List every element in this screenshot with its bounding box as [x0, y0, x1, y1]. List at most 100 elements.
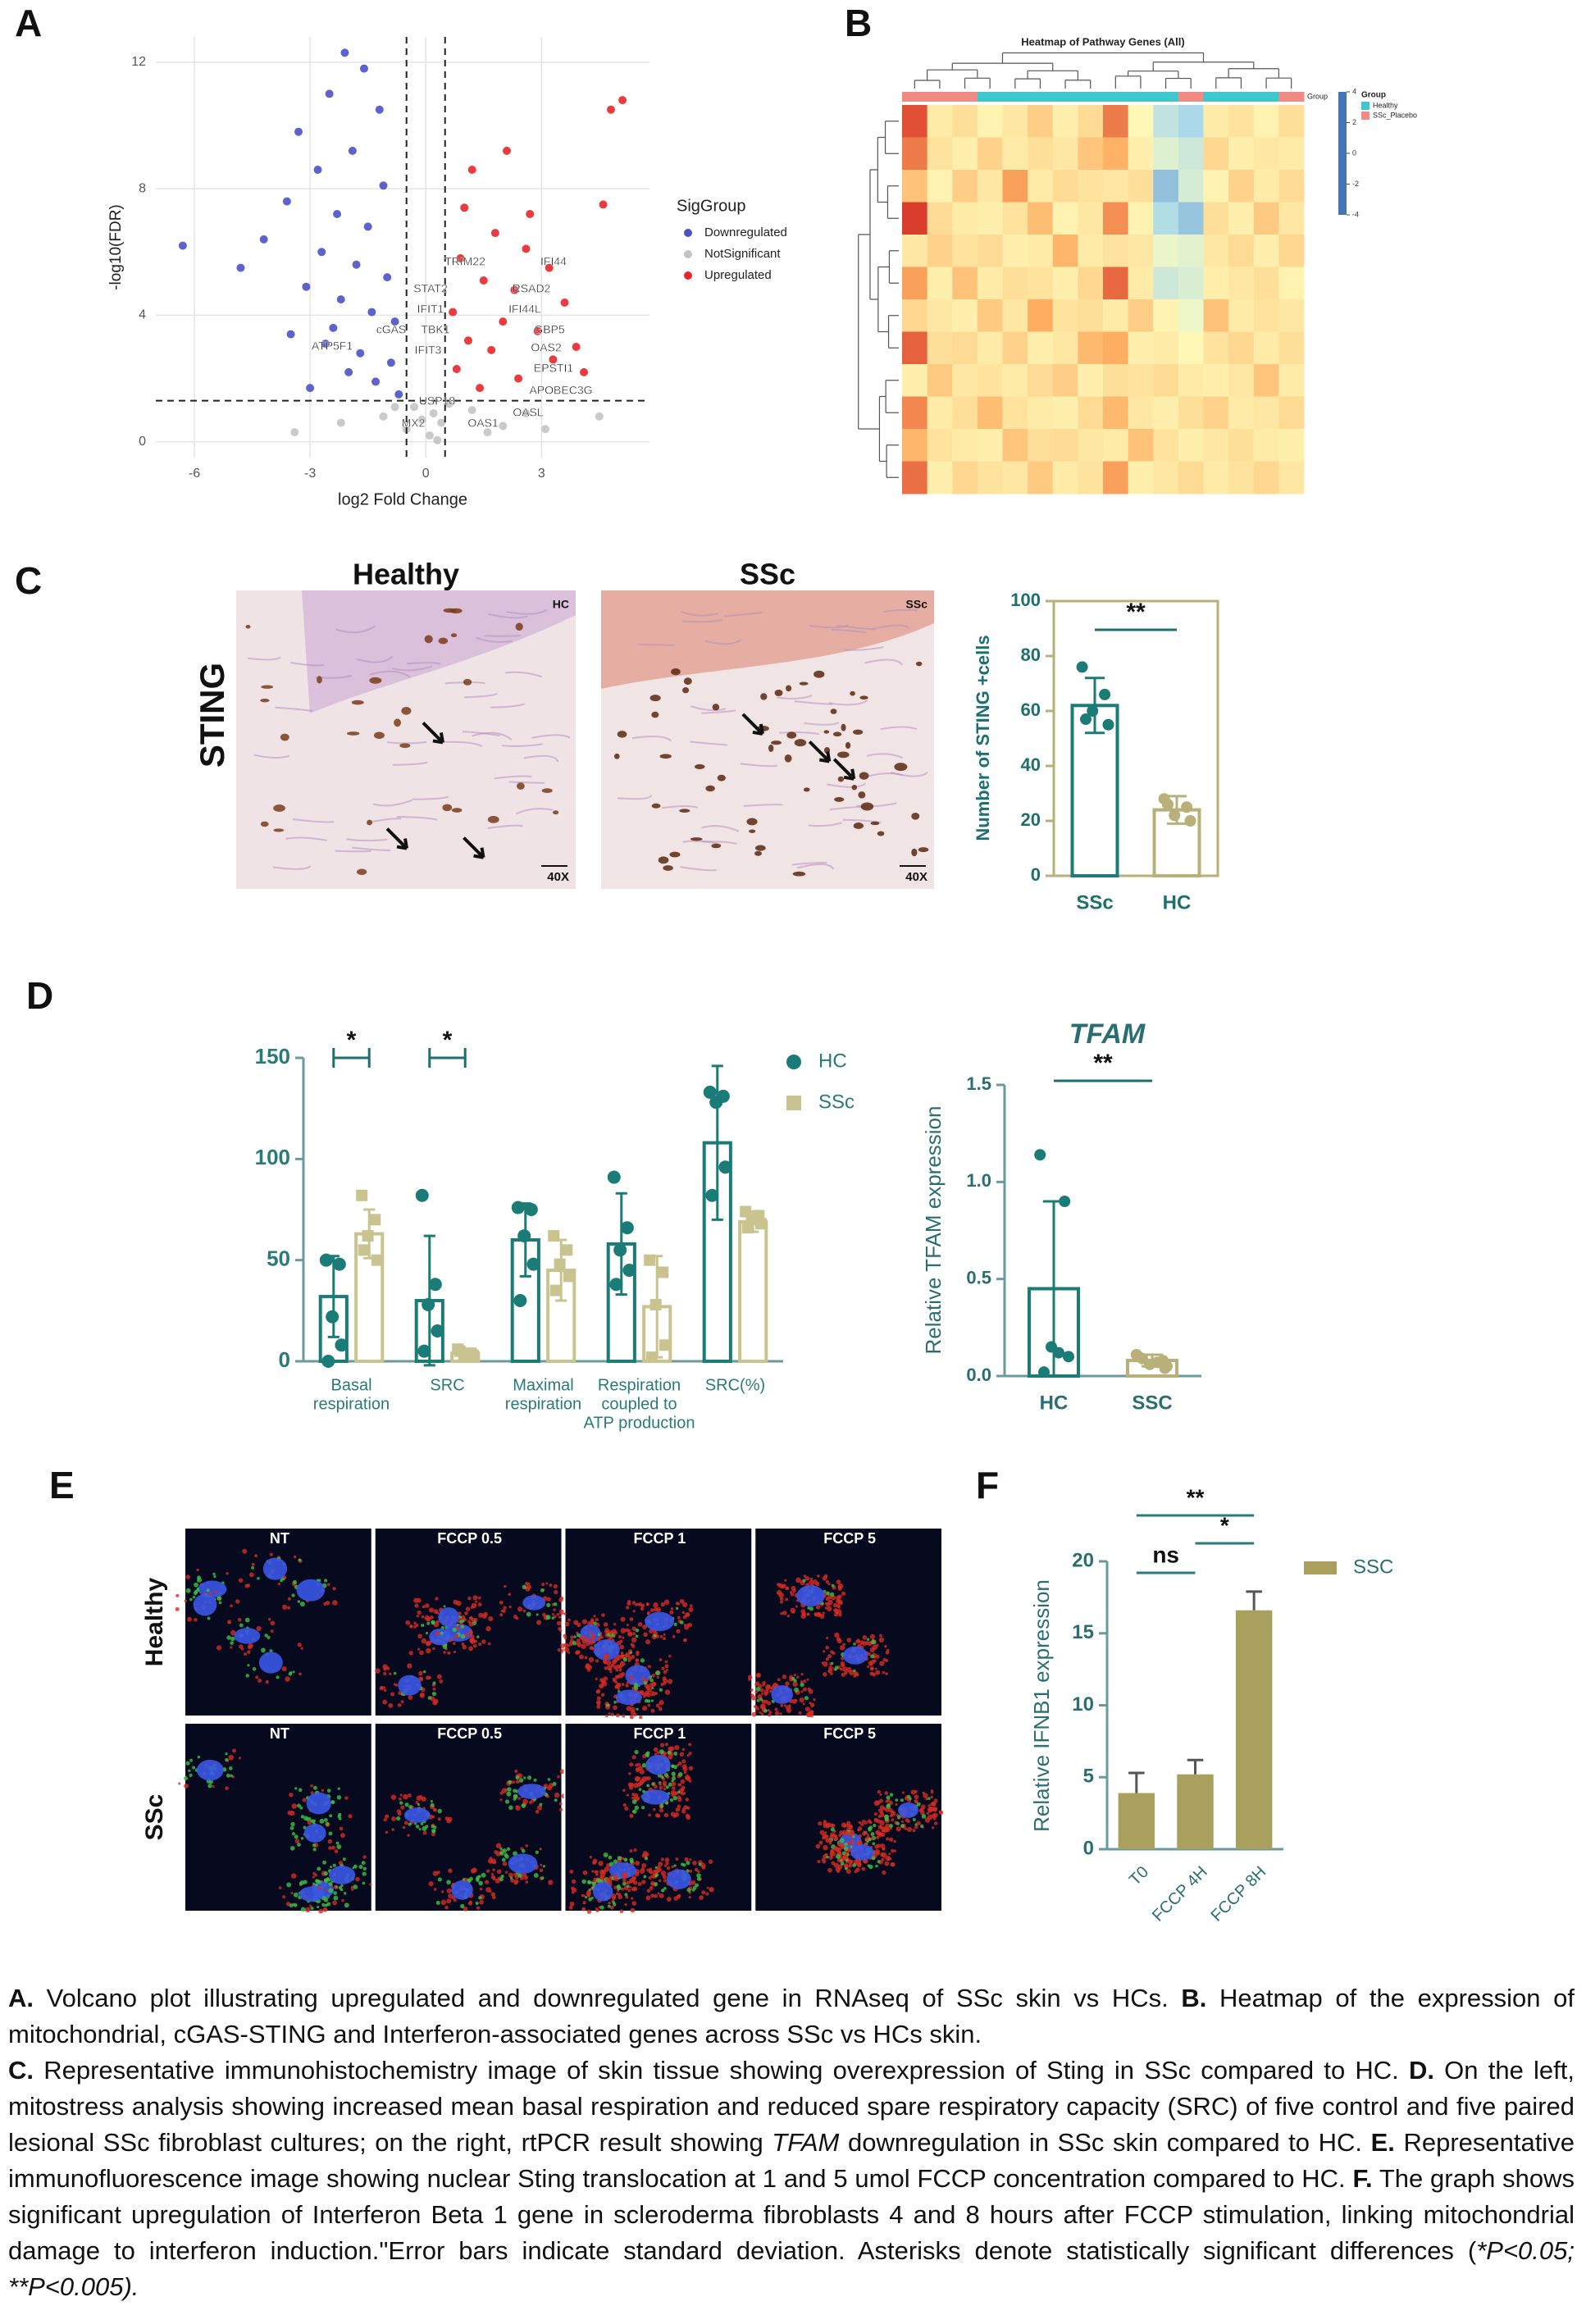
sting-signal [500, 1874, 504, 1879]
gene-label: IFI44L [508, 303, 541, 316]
heatmap-cell [1078, 137, 1104, 171]
mito-signal [558, 1609, 565, 1615]
mito-signal [650, 1708, 655, 1713]
fiber [396, 816, 438, 821]
mito-signal [817, 1574, 820, 1578]
sting-signal [916, 1802, 921, 1807]
heatmap-cell [1028, 429, 1054, 462]
mito-signal [660, 1602, 665, 1607]
mito-signal [622, 1873, 627, 1879]
mito-signal [675, 1857, 679, 1861]
fiber [346, 838, 388, 842]
mito-signal [826, 1636, 829, 1639]
color-tick-label: 4 [1352, 87, 1356, 95]
legend-label: Upregulated [704, 268, 772, 282]
heatmap-cell [1228, 235, 1255, 267]
sting-signal [696, 1876, 701, 1881]
mito-signal [871, 1837, 874, 1840]
heatmap-cell [977, 364, 1003, 397]
mito-signal [667, 1679, 673, 1684]
mito-signal [674, 1811, 679, 1817]
sting-signal [267, 1635, 271, 1639]
data-point [502, 146, 511, 155]
mito-signal [912, 1829, 916, 1833]
mito-signal [845, 1831, 850, 1837]
mito-signal [419, 1650, 424, 1656]
mito-signal [626, 1706, 631, 1711]
mito-signal [629, 1675, 634, 1680]
mito-signal [694, 1867, 699, 1872]
mito-signal [709, 1886, 714, 1893]
y-tick-label: 4 [139, 308, 146, 322]
mito-signal [788, 1704, 791, 1707]
mito-signal [369, 1883, 372, 1886]
x-tick-label: Respiration [598, 1376, 681, 1394]
mito-signal [581, 1619, 588, 1625]
fiber [253, 754, 290, 759]
heatmap-cell [977, 105, 1003, 138]
mito-signal [485, 1887, 491, 1893]
heatmap-cell [1052, 202, 1078, 235]
sting-signal [430, 1800, 433, 1803]
y-tick-label: 1.5 [966, 1073, 991, 1094]
mito-signal [670, 1607, 674, 1611]
mito-signal [446, 1818, 452, 1824]
heatmap-cell [1228, 331, 1255, 365]
mito-signal [417, 1634, 422, 1639]
sting-signal [841, 1851, 846, 1856]
dendrogram [888, 250, 899, 284]
mito-signal [626, 1880, 631, 1885]
data-point [332, 1257, 346, 1271]
mito-signal [680, 1791, 685, 1796]
mito-signal [571, 1879, 577, 1884]
sting-signal [362, 1866, 367, 1871]
mito-signal [558, 1597, 563, 1602]
stained-cell [859, 772, 869, 780]
data-point [422, 1297, 435, 1311]
mito-signal [422, 1605, 426, 1609]
sting-signal [330, 1866, 333, 1869]
data-point [417, 415, 426, 424]
sting-signal [299, 1602, 305, 1606]
mito-signal [669, 1746, 675, 1752]
sting-signal [802, 1579, 806, 1583]
sting-signal [393, 1671, 397, 1675]
mito-signal [928, 1807, 935, 1812]
fiber [292, 818, 335, 823]
fiber [701, 709, 736, 714]
mito-signal [383, 1671, 387, 1675]
mito-signal [515, 1779, 520, 1784]
sting-signal [686, 1888, 691, 1893]
mito-signal [833, 1612, 839, 1617]
mito-signal [571, 1891, 575, 1894]
dendrogram [886, 185, 899, 219]
heatmap-cell [902, 105, 928, 138]
heatmap-cell [1253, 202, 1279, 235]
fiber [412, 795, 449, 800]
heatmap-cell [1103, 429, 1129, 462]
nucleus [645, 1611, 675, 1632]
data-point [437, 418, 446, 427]
sting-signal [533, 1778, 537, 1782]
mito-signal [554, 1792, 560, 1798]
data-point [499, 422, 508, 431]
mito-signal [539, 1848, 542, 1851]
mito-signal [891, 1818, 895, 1822]
mito-signal [184, 1599, 188, 1603]
mito-signal [584, 1636, 588, 1640]
panel-letter: A [15, 2, 42, 44]
data-point [522, 409, 531, 417]
heatmap-cell [1052, 331, 1078, 365]
mito-signal [821, 1661, 824, 1665]
fiber [740, 763, 778, 768]
sting-signal [324, 1579, 328, 1583]
sting-signal [526, 1775, 532, 1780]
fiber [335, 625, 376, 634]
mito-signal [375, 1668, 381, 1674]
stained-cell [771, 740, 782, 745]
plot-frame [1052, 599, 1219, 877]
sting-signal [504, 1799, 510, 1804]
sting-signal [831, 1584, 835, 1588]
mito-signal [496, 1869, 502, 1875]
heatmap-cell [1153, 235, 1179, 267]
